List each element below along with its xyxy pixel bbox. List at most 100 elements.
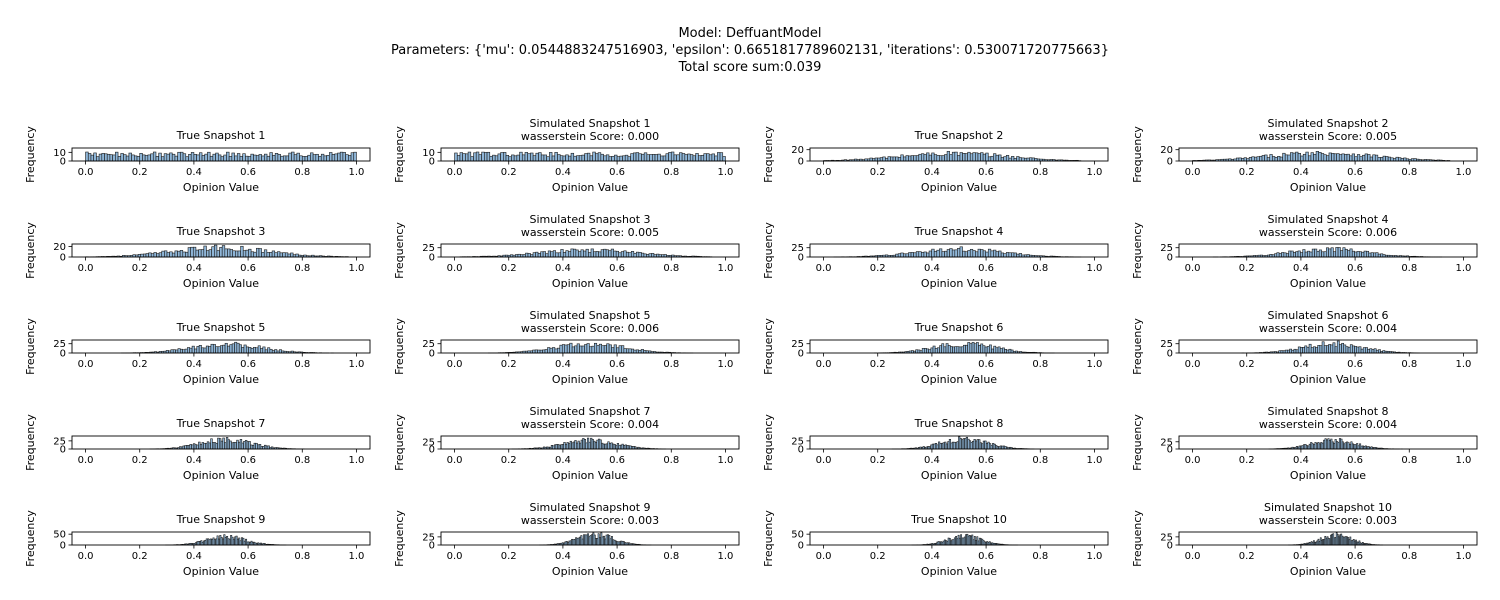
- chart-1-bar: [231, 152, 235, 162]
- chart-10-bar: [623, 348, 627, 354]
- chart-11-bar: [973, 343, 977, 354]
- chart-7-bar: [987, 248, 992, 258]
- chart-3-bar: [982, 153, 986, 162]
- chart-6-bar: [573, 248, 577, 258]
- chart-4-bar: [1315, 151, 1319, 162]
- chart-1-bar: [163, 153, 168, 162]
- chart-8-bar: [1349, 248, 1353, 258]
- chart-10-title: Simulated Snapshot 5: [530, 309, 651, 322]
- chart-4-bar: [1354, 156, 1358, 162]
- chart-12-xtick-label: 0.2: [1239, 359, 1255, 370]
- chart-2-xtick-label: 0.0: [447, 167, 463, 178]
- chart-13-xtick-label: 0.2: [132, 455, 148, 466]
- chart-9-bar: [179, 348, 183, 354]
- chart-1-bar: [117, 156, 122, 162]
- chart-7-xlabel: Opinion Value: [921, 277, 997, 290]
- chart-1-bar: [106, 153, 111, 162]
- chart-1-bar: [93, 152, 97, 162]
- chart-12-bar: [1339, 344, 1342, 354]
- chart-19-xtick-label: 0.0: [816, 551, 832, 562]
- chart-10-bar: [603, 345, 607, 354]
- chart-1-bar: [131, 154, 135, 162]
- chart-12-bar: [1313, 346, 1316, 354]
- chart-7-bar: [928, 250, 932, 258]
- chart-1-xtick-label: 0.6: [240, 167, 256, 178]
- chart-1-bar: [90, 154, 94, 162]
- chart-4-bar: [1346, 153, 1350, 162]
- chart-5-bar: [232, 250, 236, 258]
- chart-11-bar: [917, 349, 921, 354]
- chart-13-ytick-label: 25: [53, 436, 66, 447]
- chart-9-bar: [253, 347, 257, 354]
- chart-5-bar: [192, 246, 197, 258]
- chart-7-ytick-label: 25: [791, 243, 804, 254]
- chart-13-axes-frame: [71, 435, 371, 450]
- chart-9-bar: [201, 347, 205, 354]
- chart-10-bar: [594, 342, 598, 354]
- chart-11-bar: [963, 344, 966, 354]
- chart-9-bar: [198, 345, 202, 354]
- chart-11-bar: [924, 347, 927, 354]
- chart-19-xtick-label: 0.2: [870, 551, 886, 562]
- chart-1-bar: [291, 151, 295, 162]
- chart-9-bar: [217, 346, 221, 354]
- chart-11-bar: [995, 347, 999, 354]
- chart-2-bar: [638, 153, 642, 162]
- chart-12-bar: [1352, 345, 1355, 354]
- chart-2-xtick-label: 0.8: [663, 167, 679, 178]
- chart-1-bar: [228, 156, 233, 162]
- chart-4-xtick-label: 0.4: [1293, 167, 1309, 178]
- chart-3-bar: [957, 155, 961, 162]
- chart-12-bar: [1354, 346, 1358, 354]
- chart-7-bar: [951, 249, 956, 258]
- chart-5-bar: [237, 250, 241, 258]
- chart-2-bar: [568, 155, 572, 162]
- chart-10-bar: [564, 344, 568, 354]
- chart-2-bar: [497, 153, 501, 162]
- chart-2-bar: [562, 155, 566, 162]
- chart-6-bar: [568, 251, 572, 258]
- chart-17-ytick-label: 50: [53, 530, 66, 541]
- chart-3-ylabel: Frequency: [762, 126, 775, 183]
- chart-12-subtitle: wasserstein Score: 0.004: [1259, 322, 1397, 335]
- chart-12-bar: [1302, 347, 1306, 354]
- chart-4-bar: [1308, 155, 1312, 162]
- chart-1-bar: [215, 152, 219, 162]
- chart-2-bar: [630, 153, 634, 162]
- chart-18-axes-frame: [440, 531, 740, 546]
- chart-8-bar: [1370, 252, 1374, 258]
- chart-5-bar: [143, 253, 147, 258]
- chart-2-xlabel: Opinion Value: [552, 181, 628, 194]
- chart-2-bar: [673, 154, 677, 162]
- chart-11-xtick-label: 0.2: [870, 359, 886, 370]
- chart-9-bar: [269, 348, 273, 354]
- chart-2-bar: [665, 153, 669, 162]
- chart-7-bar: [900, 252, 904, 258]
- chart-3-xtick-label: 0.2: [870, 167, 886, 178]
- chart-2-bar: [532, 155, 537, 162]
- chart-2-bar: [484, 152, 488, 162]
- chart-9-bar: [257, 345, 261, 354]
- chart-2-bar: [660, 155, 664, 162]
- chart-1-bar: [158, 152, 162, 162]
- chart-3-xtick-label: 0.8: [1032, 167, 1048, 178]
- chart-20-ytick-label: 0: [1167, 541, 1173, 552]
- chart-4-bar: [1256, 156, 1260, 162]
- chart-4-bar: [1251, 156, 1255, 162]
- chart-8-bar: [1333, 251, 1337, 258]
- chart-12-bar: [1373, 348, 1377, 354]
- chart-5-bar: [235, 250, 239, 258]
- chart-1-bar: [120, 153, 124, 162]
- chart-6-bar: [527, 253, 531, 258]
- chart-2-bar: [703, 153, 707, 162]
- chart-6-bar: [552, 250, 557, 258]
- chart-16-xtick-label: 0.4: [1293, 455, 1309, 466]
- chart-6-bar: [570, 248, 574, 258]
- chart-4-title: Simulated Snapshot 2: [1268, 117, 1389, 130]
- chart-3-bar: [887, 156, 891, 162]
- chart-7-bar: [985, 251, 989, 258]
- chart-10-bar: [547, 347, 551, 354]
- chart-10-xlabel: Opinion Value: [552, 373, 628, 386]
- chart-9-bar: [187, 347, 191, 354]
- chart-9-bar: [177, 348, 181, 354]
